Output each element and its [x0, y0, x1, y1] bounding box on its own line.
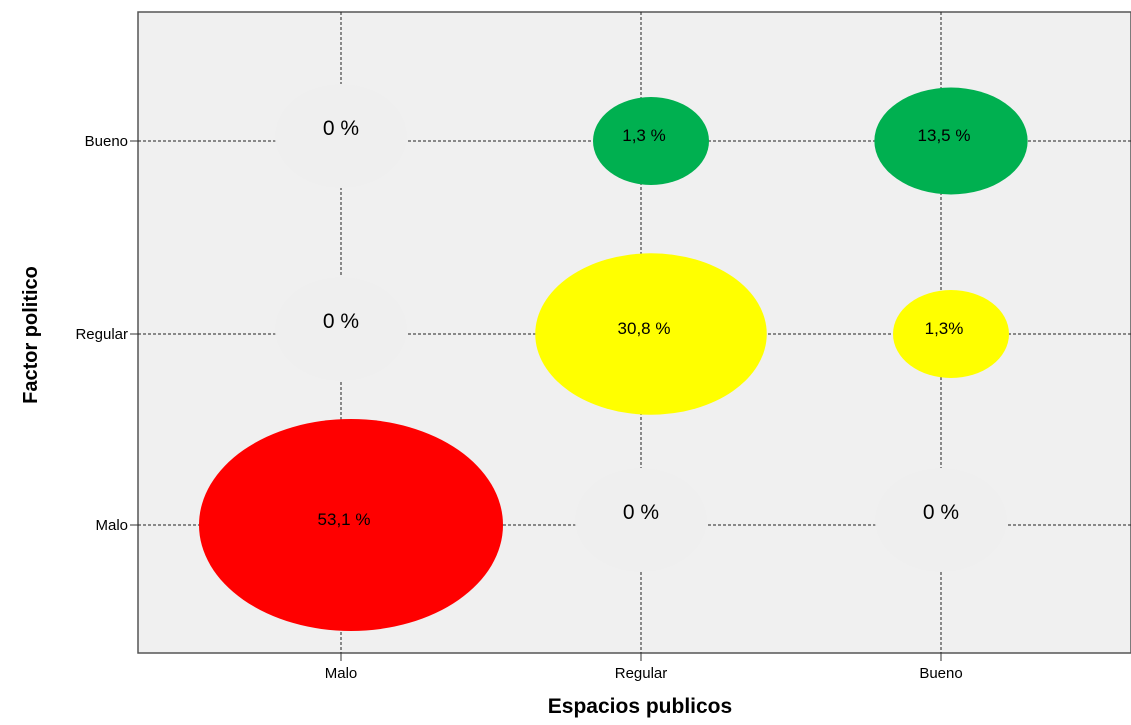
bubble-label: 1,3 % [622, 126, 665, 145]
x-axis-title: Espacios publicos [548, 695, 732, 718]
y-tick-label: Bueno [85, 133, 128, 150]
bubble-label: 0 % [623, 501, 659, 524]
bubble-label: 1,3% [925, 319, 964, 338]
bubble-label: 0 % [323, 117, 359, 140]
x-tick-label: Malo [325, 665, 358, 682]
bubble-label: 0 % [323, 310, 359, 333]
y-axis-title: Factor politico [20, 266, 42, 404]
y-tick-label: Regular [75, 326, 128, 343]
bubble [893, 290, 1009, 378]
bubble [535, 253, 767, 415]
bubble-label: 30,8 % [618, 319, 671, 338]
bubble [575, 468, 707, 572]
x-tick-label: Bueno [919, 665, 962, 682]
bubble-label: 53,1 % [318, 510, 371, 529]
bubble-label: 13,5 % [918, 126, 971, 145]
bubble [593, 97, 709, 185]
bubble [275, 84, 407, 188]
y-tick-label: Malo [95, 517, 128, 534]
bubble [874, 87, 1028, 195]
bubble [275, 277, 407, 381]
bubbles: 0 % 1,3 % 13,5 % 0 % 30,8 % 1,3% 53,1 % 0 % 0 % [199, 84, 1028, 631]
bubble [875, 468, 1007, 572]
x-tick-label: Regular [615, 665, 668, 682]
bubble-label: 0 % [923, 501, 959, 524]
bubble [199, 419, 503, 631]
axis-ticks: Malo Regular Bueno Malo Regular Bueno [75, 133, 962, 682]
